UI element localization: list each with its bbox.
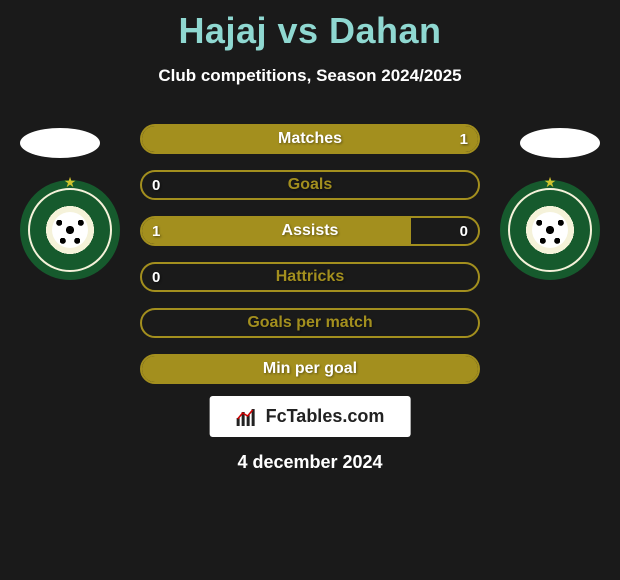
stat-label: Hattricks: [142, 264, 478, 290]
stat-row: Matches1: [140, 124, 480, 154]
soccer-ball-icon: [532, 212, 568, 248]
stat-value-left: 0: [152, 172, 160, 198]
player-left-crest: ★: [20, 180, 120, 280]
stat-row: Hattricks0: [140, 262, 480, 292]
player-left-flag: [20, 128, 100, 158]
player-right-flag: [520, 128, 600, 158]
star-icon: ★: [544, 174, 557, 191]
subtitle: Club competitions, Season 2024/2025: [0, 66, 620, 86]
stat-value-left: 1: [152, 218, 160, 244]
stat-row: Goals per match: [140, 308, 480, 338]
stat-value-right: 1: [460, 126, 468, 152]
footer-date: 4 december 2024: [0, 452, 620, 473]
stat-label: Matches: [142, 126, 478, 152]
stat-row: Goals0: [140, 170, 480, 200]
bar-chart-icon: [236, 408, 260, 426]
stat-label: Goals: [142, 172, 478, 198]
star-icon: ★: [64, 174, 77, 191]
stat-value-left: 0: [152, 264, 160, 290]
stat-row: Min per goal: [140, 354, 480, 384]
comparison-bars: Matches1Goals0Assists10Hattricks0Goals p…: [140, 124, 480, 400]
brand-badge: FcTables.com: [210, 396, 411, 437]
stat-label: Assists: [142, 218, 478, 244]
stat-value-right: 0: [460, 218, 468, 244]
brand-text: FcTables.com: [266, 406, 385, 427]
stat-label: Goals per match: [142, 310, 478, 336]
page-title: Hajaj vs Dahan: [0, 0, 620, 52]
stat-row: Assists1 0: [140, 216, 480, 246]
player-right-crest: ★: [500, 180, 600, 280]
soccer-ball-icon: [52, 212, 88, 248]
stat-label: Min per goal: [142, 356, 478, 382]
